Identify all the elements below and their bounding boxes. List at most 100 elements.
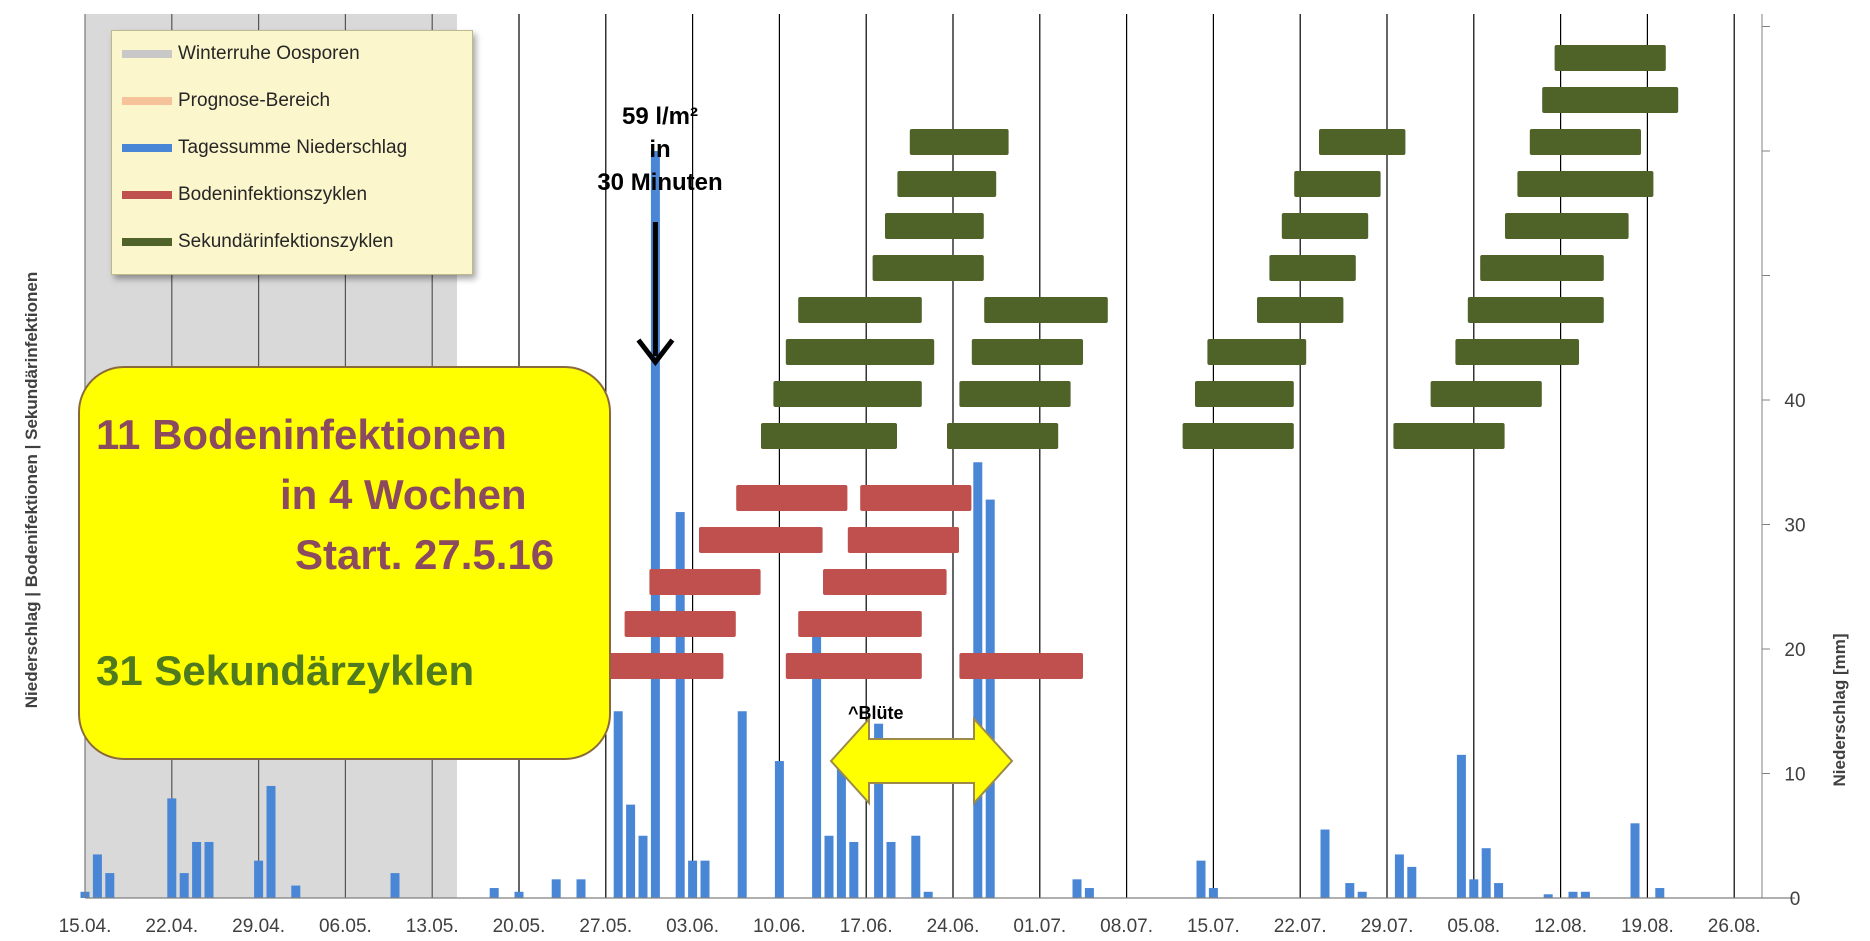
callout-start-date: Start. 27.5.16	[295, 531, 555, 578]
precipitation-bar	[737, 711, 747, 898]
x-tick-label: 10.06.	[753, 916, 806, 937]
precipitation-bar	[1320, 829, 1330, 898]
soil-infection-cycle-bar	[823, 569, 947, 595]
x-tick-label: 06.05.	[319, 916, 372, 937]
secondary-infection-cycle-bar	[1430, 381, 1542, 407]
soil-infection-cycle-bar	[736, 485, 848, 511]
callout-secondary-cycles: 31 Sekundärzyklen	[96, 647, 475, 694]
legend-label-winter-rest: Winterruhe Oosporen	[178, 43, 360, 64]
precipitation-bar	[985, 499, 995, 898]
precipitation-bar	[1407, 866, 1417, 898]
precipitation-bar	[1345, 883, 1355, 898]
precipitation-bar	[291, 885, 301, 898]
x-tick-label: 08.07.	[1100, 916, 1153, 937]
precipitation-bar	[1072, 879, 1082, 898]
precipitation-bar	[1357, 891, 1367, 898]
legend-item-forecast-range: Prognose-Bereich	[122, 88, 330, 114]
soil-infection-cycle-bar	[599, 653, 724, 679]
x-tick-label: 05.08.	[1447, 916, 1500, 937]
y-right-tick-label: 20	[1784, 640, 1805, 661]
precipitation-bar	[874, 723, 884, 898]
precipitation-bar	[774, 761, 784, 898]
secondary-infection-cycle-bar	[1182, 423, 1294, 449]
x-tick-label: 01.07.	[1013, 916, 1066, 937]
x-tick-label: 12.08.	[1534, 916, 1587, 937]
soil-infection-cycle-bar	[699, 527, 823, 553]
soil-infection-cycle-bar	[959, 653, 1083, 679]
x-tick-label: 29.07.	[1361, 916, 1414, 937]
precipitation-bar	[836, 767, 846, 898]
secondary-infection-cycle-bar	[1294, 171, 1381, 197]
precipitation-bar	[1469, 879, 1479, 898]
secondary-infection-cycle-bar	[1393, 423, 1505, 449]
precipitation-bar	[204, 841, 214, 898]
precipitation-bar	[688, 860, 698, 898]
precipitation-bar	[489, 888, 499, 898]
legend-item-secondary-infection: Sekundärinfektionszyklen	[122, 229, 393, 255]
soil-infection-cycle-bar	[785, 653, 922, 679]
x-tick-label: 19.08.	[1621, 916, 1674, 937]
precipitation-bar	[192, 841, 202, 898]
legend-item-daily-precipitation: Tagessumme Niederschlag	[122, 135, 407, 161]
secondary-infection-cycle-bar	[785, 339, 935, 365]
precipitation-bar	[973, 462, 983, 898]
x-tick-label: 27.05.	[579, 916, 632, 937]
secondary-infection-cycle-bar	[798, 297, 922, 323]
legend-swatch-winter-rest	[122, 50, 172, 58]
x-tick-label: 20.05.	[493, 916, 546, 937]
precipitation-bar	[923, 891, 933, 898]
secondary-infection-cycle-bar	[897, 171, 997, 197]
precipitation-bar	[1084, 888, 1094, 898]
summary-callout: 11 Bodeninfektionen in 4 Wochen Start. 2…	[78, 366, 611, 760]
heavy-rain-in: in	[649, 136, 671, 163]
legend-swatch-forecast-range	[122, 97, 172, 105]
legend-label-soil-infection: Bodeninfektionszyklen	[178, 184, 368, 205]
precipitation-bar	[1208, 888, 1218, 898]
precipitation-bar	[1494, 883, 1504, 898]
heavy-rain-annotation: 59 l/m² in 30 Minuten	[560, 100, 760, 199]
precipitation-bar	[576, 879, 586, 898]
x-tick-label: 13.05.	[406, 916, 459, 937]
secondary-infection-cycle-bar	[872, 255, 984, 281]
callout-four-weeks: in 4 Wochen	[280, 471, 527, 518]
secondary-infection-cycle-bar	[1269, 255, 1356, 281]
x-tick-label: 17.06.	[840, 916, 893, 937]
x-tick-label: 22.04.	[145, 916, 198, 937]
precipitation-bar	[1481, 848, 1491, 898]
precipitation-bar	[613, 711, 623, 898]
soil-infection-cycle-bar	[860, 485, 972, 511]
y-right-tick-label: 0	[1790, 889, 1801, 910]
precipitation-bar	[638, 835, 648, 898]
soil-infection-cycle-bar	[624, 611, 736, 637]
secondary-infection-cycle-bar	[1529, 129, 1641, 155]
precipitation-bar	[551, 879, 561, 898]
y-right-tick-label: 30	[1784, 516, 1805, 537]
legend-label-daily-precipitation: Tagessumme Niederschlag	[178, 137, 408, 158]
precipitation-bar	[179, 873, 189, 898]
y-left-axis-title: Niederschlag | Bodenifektionen | Sekundä…	[22, 272, 41, 708]
secondary-infection-cycle-bar	[1505, 213, 1629, 239]
precipitation-bar	[105, 873, 115, 898]
secondary-infection-cycle-bar	[885, 213, 984, 239]
legend-label-forecast-range: Prognose-Bereich	[178, 90, 331, 111]
secondary-infection-cycle-bar	[1257, 297, 1344, 323]
secondary-infection-cycle-bar	[1195, 381, 1294, 407]
x-tick-label: 03.06.	[666, 916, 719, 937]
secondary-infection-cycle-bar	[959, 381, 1071, 407]
precipitation-bar	[1394, 854, 1404, 898]
heavy-rain-duration: 30 Minuten	[597, 169, 723, 196]
x-tick-label: 22.07.	[1274, 916, 1327, 937]
precipitation-bar	[675, 512, 685, 898]
heavy-rain-amount: 59 l/m²	[621, 103, 699, 130]
precipitation-bar	[92, 854, 102, 898]
x-tick-label: 15.07.	[1187, 916, 1240, 937]
secondary-infection-cycle-bar	[1554, 45, 1666, 71]
precipitation-bar	[849, 841, 859, 898]
precipitation-bar	[1568, 891, 1578, 898]
legend-item-soil-infection: Bodeninfektionszyklen	[122, 182, 367, 208]
bloom-double-arrow	[829, 716, 1014, 806]
precipitation-bar	[1630, 823, 1640, 898]
x-tick-label: 24.06.	[927, 916, 980, 937]
secondary-infection-cycle-bar	[947, 423, 1059, 449]
secondary-infection-cycle-bar	[909, 129, 1009, 155]
